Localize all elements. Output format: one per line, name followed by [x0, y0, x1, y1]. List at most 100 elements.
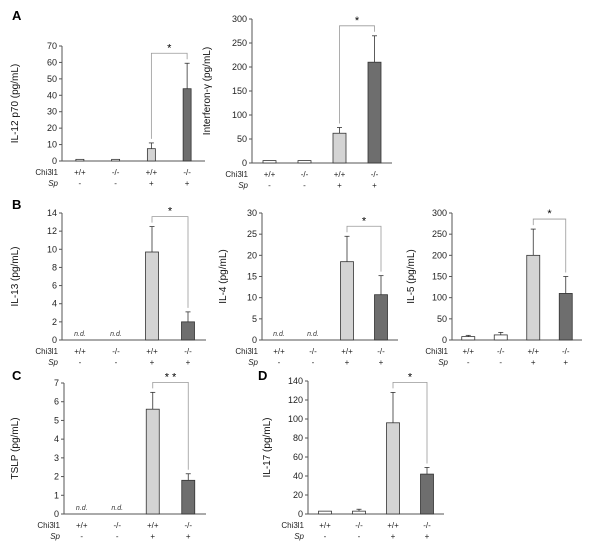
panel-2-treatment-label: + [337, 181, 342, 190]
panel-1-y-tick-label: 50 [47, 74, 57, 84]
panel-7-label: D [258, 368, 267, 383]
panel-2-significance-label: * [355, 15, 360, 27]
panel-4-genotype-row-label: Chi3l1 [235, 347, 258, 356]
panel-6-significance-label: * * [165, 371, 177, 383]
panel-1-significance-bracket [150, 52, 188, 139]
panel-4-y-tick-label: 0 [252, 335, 257, 345]
panel-1-y-tick-label: 0 [52, 156, 57, 166]
panel-5-y-tick-label: 0 [442, 335, 447, 345]
panel-4-genotype-label: -/- [309, 347, 317, 356]
panel-5-genotype-label: +/+ [462, 347, 474, 356]
panel-7-y-tick-label: 140 [288, 376, 303, 386]
panel-1-bar [146, 148, 156, 162]
panel-2-y-tick-label: 50 [237, 134, 247, 144]
panel-1-significance-label: * [167, 42, 172, 54]
panel-3-y-tick-label: 6 [52, 281, 57, 291]
panel-4-genotype-label: +/+ [341, 347, 353, 356]
panel-6-treatment-label: - [80, 532, 83, 541]
panel-2-y-tick-label: 100 [232, 110, 247, 120]
panel-4-treatment-row-label: Sp [248, 358, 258, 367]
panel-3-genotype-label: +/+ [74, 347, 86, 356]
panel-7-genotype-label: +/+ [387, 521, 399, 530]
panel-6-treatment-label: + [150, 532, 155, 541]
panel-7-bar [352, 510, 366, 515]
panel-2-y-tick-label: 200 [232, 62, 247, 72]
panel-7-significance-label: * [408, 371, 413, 383]
panel-7-y-axis-title: IL-17 (pg/mL) [262, 417, 273, 477]
panel-2-bar [262, 160, 277, 164]
panel-6-y-tick-label: 1 [54, 490, 59, 500]
panel-7-treatment-label: - [324, 532, 327, 541]
panel-3-genotype-label: -/- [184, 347, 192, 356]
panel-5-y-tick-label: 300 [432, 208, 447, 218]
panel-3-genotype-row-label: Chi3l1 [35, 347, 58, 356]
panel-5-genotype-label: +/+ [527, 347, 539, 356]
panel-5-treatment-label: - [499, 358, 502, 367]
panel-1-treatment-label: + [149, 179, 154, 188]
panel-4-genotype-label: -/- [377, 347, 385, 356]
panel-4-y-tick-label: 20 [247, 250, 257, 260]
panel-3-bar [181, 321, 195, 341]
panel-3-treatment-label: - [79, 358, 82, 367]
panel-3-significance-bracket [151, 216, 189, 308]
panel-1-genotype-row-label: Chi3l1 [35, 168, 58, 177]
panel-5-y-tick-label: 50 [437, 314, 447, 324]
panel-5-genotype-row-label: Chi3l1 [425, 347, 448, 356]
panel-7-bar [318, 510, 332, 515]
panel-7-y-tick-label: 120 [288, 395, 303, 405]
panel-1-y-axis-title: IL-12 p70 (pg/mL) [10, 64, 21, 144]
panel-3-genotype-label: -/- [112, 347, 120, 356]
panel-2-genotype-label: +/+ [334, 170, 346, 179]
panel-7-y-tick-label: 40 [293, 471, 303, 481]
panel-3-y-tick-label: 10 [47, 244, 57, 254]
panel-4-y-tick-label: 25 [247, 229, 257, 239]
panel-4-treatment-label: - [278, 358, 281, 367]
panel-5-bar [493, 334, 508, 341]
panel-6-y-tick-label: 2 [54, 472, 59, 482]
panel-6-y-axis-title: TSLP (pg/mL) [10, 417, 21, 479]
panel-4-genotype-label: +/+ [273, 347, 285, 356]
panel-6-treatment-label: + [186, 532, 191, 541]
panel-5-treatment-row-label: Sp [438, 358, 448, 367]
panel-5-bar [461, 336, 476, 341]
panel-7-genotype-label: +/+ [319, 521, 331, 530]
panel-7-genotype-label: -/- [355, 521, 363, 530]
panel-5-y-axis-title: IL-5 (pg/mL) [406, 249, 417, 303]
panel-3-y-axis-title: IL-13 (pg/mL) [10, 246, 21, 306]
panel-3-genotype-label: +/+ [146, 347, 158, 356]
panel-7-treatment-row-label: Sp [294, 532, 304, 541]
panel-2-treatment-label: - [303, 181, 306, 190]
panel-2-y-tick-label: 0 [242, 158, 247, 168]
panel-4-treatment-label: - [312, 358, 315, 367]
panel-2-y-tick-label: 300 [232, 14, 247, 24]
panel-1-y-tick-label: 70 [47, 41, 57, 51]
panel-6-genotype-row-label: Chi3l1 [37, 521, 60, 530]
panel-2-y-tick-label: 250 [232, 38, 247, 48]
panel-1-y-tick-label: 40 [47, 90, 57, 100]
panel-5-treatment-label: - [467, 358, 470, 367]
panel-1-genotype-label: -/- [112, 168, 120, 177]
panel-2-bar [332, 132, 347, 164]
panel-4-nd-label: n.d. [307, 331, 319, 338]
panel-3-y-tick-label: 4 [52, 299, 57, 309]
panel-5-treatment-label: + [531, 358, 536, 367]
panel-2-treatment-row-label: Sp [238, 181, 248, 190]
panel-5-significance-label: * [547, 208, 552, 220]
panel-7-genotype-label: -/- [423, 521, 431, 530]
panel-7-y-tick-label: 0 [298, 509, 303, 519]
panel-1-y-tick-label: 20 [47, 123, 57, 133]
panel-5-y-tick-label: 100 [432, 293, 447, 303]
panel-1-y-tick-label: 10 [47, 140, 57, 150]
panel-4-y-tick-label: 5 [252, 314, 257, 324]
panel-6-label: C [12, 368, 22, 383]
panel-2-genotype-label: -/- [371, 170, 379, 179]
panel-7-treatment-label: + [391, 532, 396, 541]
panel-6-bar [181, 479, 196, 515]
panel-5-bar [526, 254, 541, 341]
panel-6-y-tick-label: 3 [54, 453, 59, 463]
panel-2-bar [367, 61, 382, 164]
panel-6-bar [145, 408, 160, 515]
panel-1-bar [111, 158, 121, 162]
panel-1-treatment-label: + [185, 179, 190, 188]
panel-7-bar [420, 473, 434, 515]
